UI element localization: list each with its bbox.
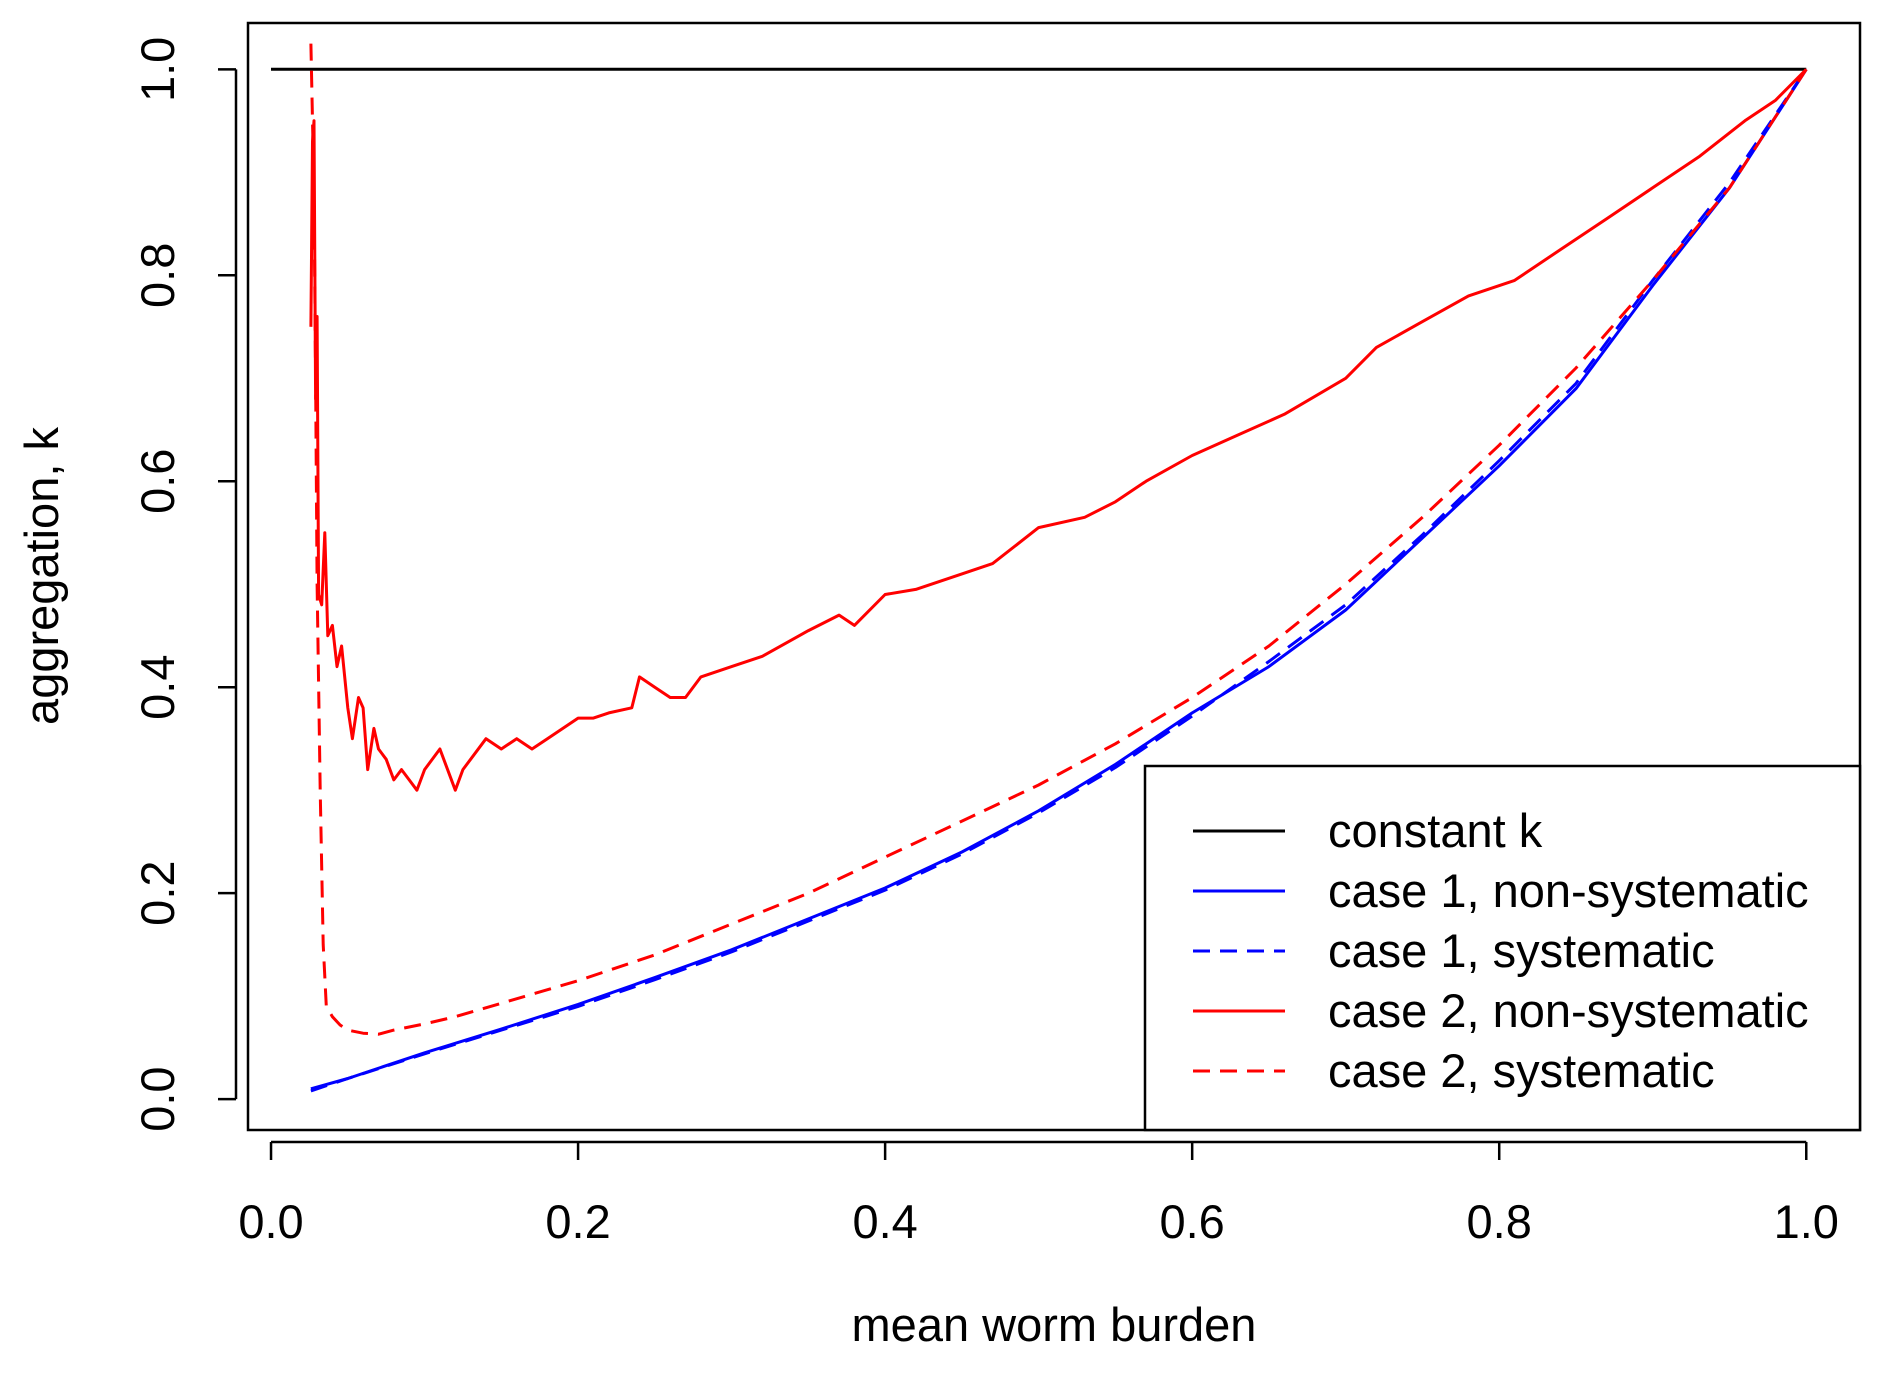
legend-label-5: case 2, systematic [1328,1044,1715,1097]
legend-label-2: case 1, non-systematic [1328,864,1809,917]
x-tick-label-3: 0.6 [1159,1195,1224,1248]
series-layer [271,43,1808,1093]
x-axis-title: mean worm burden [852,1298,1257,1351]
x-tick-label-4: 0.8 [1467,1195,1532,1248]
y-tick-label-3: 0.6 [131,449,184,514]
y-tick-label-5: 1.0 [131,37,184,102]
legend-label-4: case 2, non-systematic [1328,984,1809,1037]
x-tick-label-2: 0.4 [852,1195,917,1248]
y-tick-label-2: 0.4 [131,655,184,720]
x-axis: 0.0 0.2 0.4 0.6 0.8 1.0 [238,1140,1839,1248]
series-line-4 [309,68,1808,792]
x-tick-label-5: 1.0 [1774,1195,1839,1248]
x-tick-label-0: 0.0 [238,1195,303,1248]
y-tick-label-4: 0.8 [131,243,184,308]
legend: constant k case 1, non-systematic case 1, … [1143,764,1862,1132]
x-tick-label-1: 0.2 [545,1195,610,1248]
legend-label-3: case 1, systematic [1328,924,1715,977]
series-line-5 [309,43,1808,1036]
y-tick-label-0: 0.0 [131,1066,184,1131]
y-axis: 0.0 0.2 0.4 0.6 0.8 1.0 [131,37,238,1132]
legend-label-1: constant k [1328,804,1543,857]
legend-box [1143,764,1862,1132]
y-axis-title: aggregation, k [15,427,68,725]
plot-frame [246,21,1862,1132]
y-tick-label-1: 0.2 [131,860,184,925]
series-line-3 [310,68,1808,1093]
